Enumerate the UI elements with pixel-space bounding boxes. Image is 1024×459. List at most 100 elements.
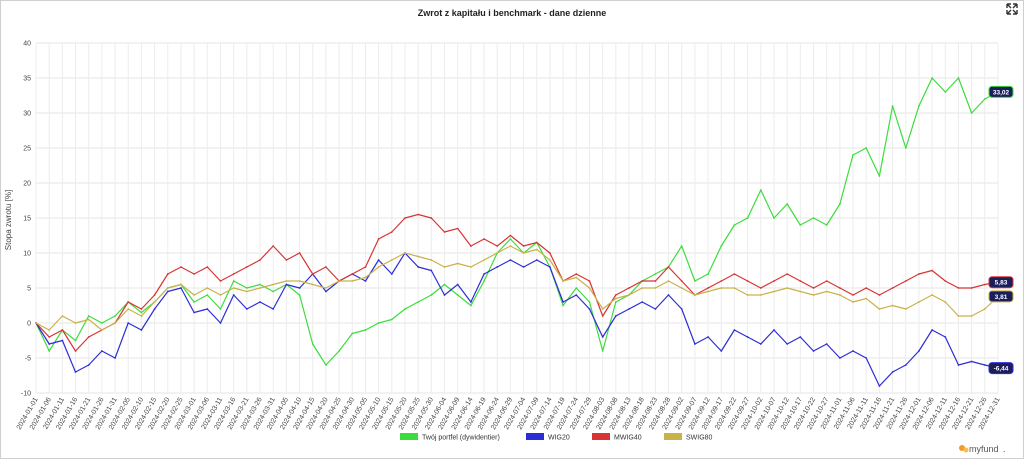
data-point-wig20 — [970, 360, 973, 363]
data-point-wig20 — [878, 385, 881, 387]
data-point-swig80 — [878, 308, 881, 310]
data-point-swig80 — [641, 287, 644, 289]
data-point-swig80 — [443, 266, 446, 268]
data-point-mwig40 — [48, 336, 51, 338]
y-tick-label: 20 — [23, 181, 31, 188]
data-point-wig20 — [206, 308, 209, 310]
data-point-mwig40 — [852, 294, 854, 296]
data-point-swig80 — [219, 294, 222, 296]
y-tick-label: 40 — [23, 41, 31, 48]
data-point-portfolio — [786, 203, 789, 205]
data-point-portfolio — [970, 112, 973, 114]
end-label-portfolio: 33,02 — [988, 85, 1014, 98]
data-point-swig80 — [891, 304, 894, 307]
data-point-mwig40 — [456, 227, 459, 230]
data-point-wig20 — [562, 301, 564, 303]
data-point-swig80 — [364, 276, 367, 279]
data-point-wig20 — [825, 343, 828, 345]
data-point-mwig40 — [641, 280, 644, 282]
data-point-mwig40 — [219, 280, 222, 282]
data-point-swig80 — [707, 290, 709, 293]
data-point-wig20 — [707, 336, 709, 338]
data-point-swig80 — [377, 266, 380, 268]
data-point-mwig40 — [878, 294, 881, 296]
chart-title: Zwrot z kapitału i benchmark - dane dzie… — [418, 8, 607, 18]
data-point-wig20 — [944, 336, 947, 338]
data-point-wig20 — [456, 283, 459, 286]
data-point-mwig40 — [733, 273, 736, 275]
data-point-portfolio — [680, 245, 683, 247]
data-point-mwig40 — [417, 213, 420, 216]
data-point-mwig40 — [918, 273, 920, 275]
data-point-wig20 — [839, 357, 841, 359]
data-point-swig80 — [759, 294, 762, 296]
data-point-portfolio — [259, 283, 261, 286]
data-point-portfolio — [140, 311, 143, 314]
legend-swatch — [664, 433, 682, 440]
end-label-swig80: 3,81 — [988, 290, 1014, 303]
data-point-portfolio — [470, 304, 472, 307]
end-label-box — [988, 85, 1014, 98]
data-point-wig20 — [364, 280, 367, 282]
data-point-mwig40 — [839, 287, 841, 289]
data-point-swig80 — [325, 287, 327, 289]
y-tick-label: 25 — [23, 146, 31, 153]
data-point-portfolio — [456, 294, 459, 296]
data-point-swig80 — [140, 315, 143, 317]
data-point-swig80 — [87, 318, 90, 321]
data-point-mwig40 — [746, 280, 749, 282]
data-point-wig20 — [614, 315, 617, 317]
data-point-wig20 — [61, 339, 64, 342]
data-point-swig80 — [285, 280, 288, 282]
end-label-box — [988, 276, 1014, 289]
data-point-mwig40 — [232, 273, 235, 275]
data-point-mwig40 — [430, 217, 433, 219]
data-point-swig80 — [114, 322, 116, 324]
data-point-swig80 — [970, 315, 973, 317]
legend-item-swig80[interactable]: SWIG80 — [664, 433, 713, 442]
data-point-portfolio — [272, 290, 275, 293]
y-tick-label: 35 — [23, 76, 31, 83]
data-point-mwig40 — [285, 259, 288, 261]
legend-swatch — [526, 433, 544, 440]
end-label-text: 5,83 — [995, 280, 1008, 287]
data-point-swig80 — [654, 287, 657, 289]
data-point-swig80 — [614, 297, 617, 300]
data-point-mwig40 — [127, 301, 130, 303]
data-point-wig20 — [522, 266, 525, 268]
legend-label: MWIG40 — [614, 435, 642, 442]
y-tick-label: 30 — [23, 111, 31, 118]
brand-suffix: . — [1003, 444, 1006, 454]
legend-item-wig20[interactable]: WIG20 — [526, 433, 570, 442]
y-axis-ticks: 40 35 30 25 20 15 10 5 0 -5 -10 — [21, 41, 31, 398]
data-point-portfolio — [733, 224, 736, 226]
data-point-wig20 — [245, 308, 248, 310]
data-point-mwig40 — [983, 283, 986, 286]
data-point-portfolio — [245, 287, 248, 289]
data-point-wig20 — [153, 308, 156, 310]
data-point-mwig40 — [667, 266, 670, 268]
data-point-wig20 — [127, 322, 130, 324]
data-point-swig80 — [48, 329, 51, 331]
data-point-mwig40 — [351, 273, 354, 275]
data-point-portfolio — [74, 339, 77, 342]
data-point-wig20 — [417, 266, 420, 268]
y-tick-label: 0 — [27, 321, 31, 328]
legend-item-mwig40[interactable]: MWIG40 — [592, 433, 642, 442]
data-point-portfolio — [404, 308, 406, 310]
series-line-mwig40 — [35, 213, 999, 352]
legend-item-portfolio[interactable]: Twój portfel (dywidentier) — [400, 433, 500, 442]
data-point-mwig40 — [654, 280, 657, 282]
data-point-portfolio — [812, 217, 815, 219]
data-point-portfolio — [878, 175, 881, 177]
data-point-portfolio — [562, 304, 564, 307]
end-label-text: -6,44 — [994, 366, 1009, 373]
data-point-swig80 — [232, 287, 235, 289]
data-point-swig80 — [918, 301, 920, 303]
data-point-portfolio — [931, 77, 933, 79]
data-point-swig80 — [61, 315, 64, 317]
expand-arrows-icon[interactable] — [1006, 3, 1018, 15]
data-point-portfolio — [957, 77, 960, 79]
data-point-portfolio — [746, 217, 749, 219]
